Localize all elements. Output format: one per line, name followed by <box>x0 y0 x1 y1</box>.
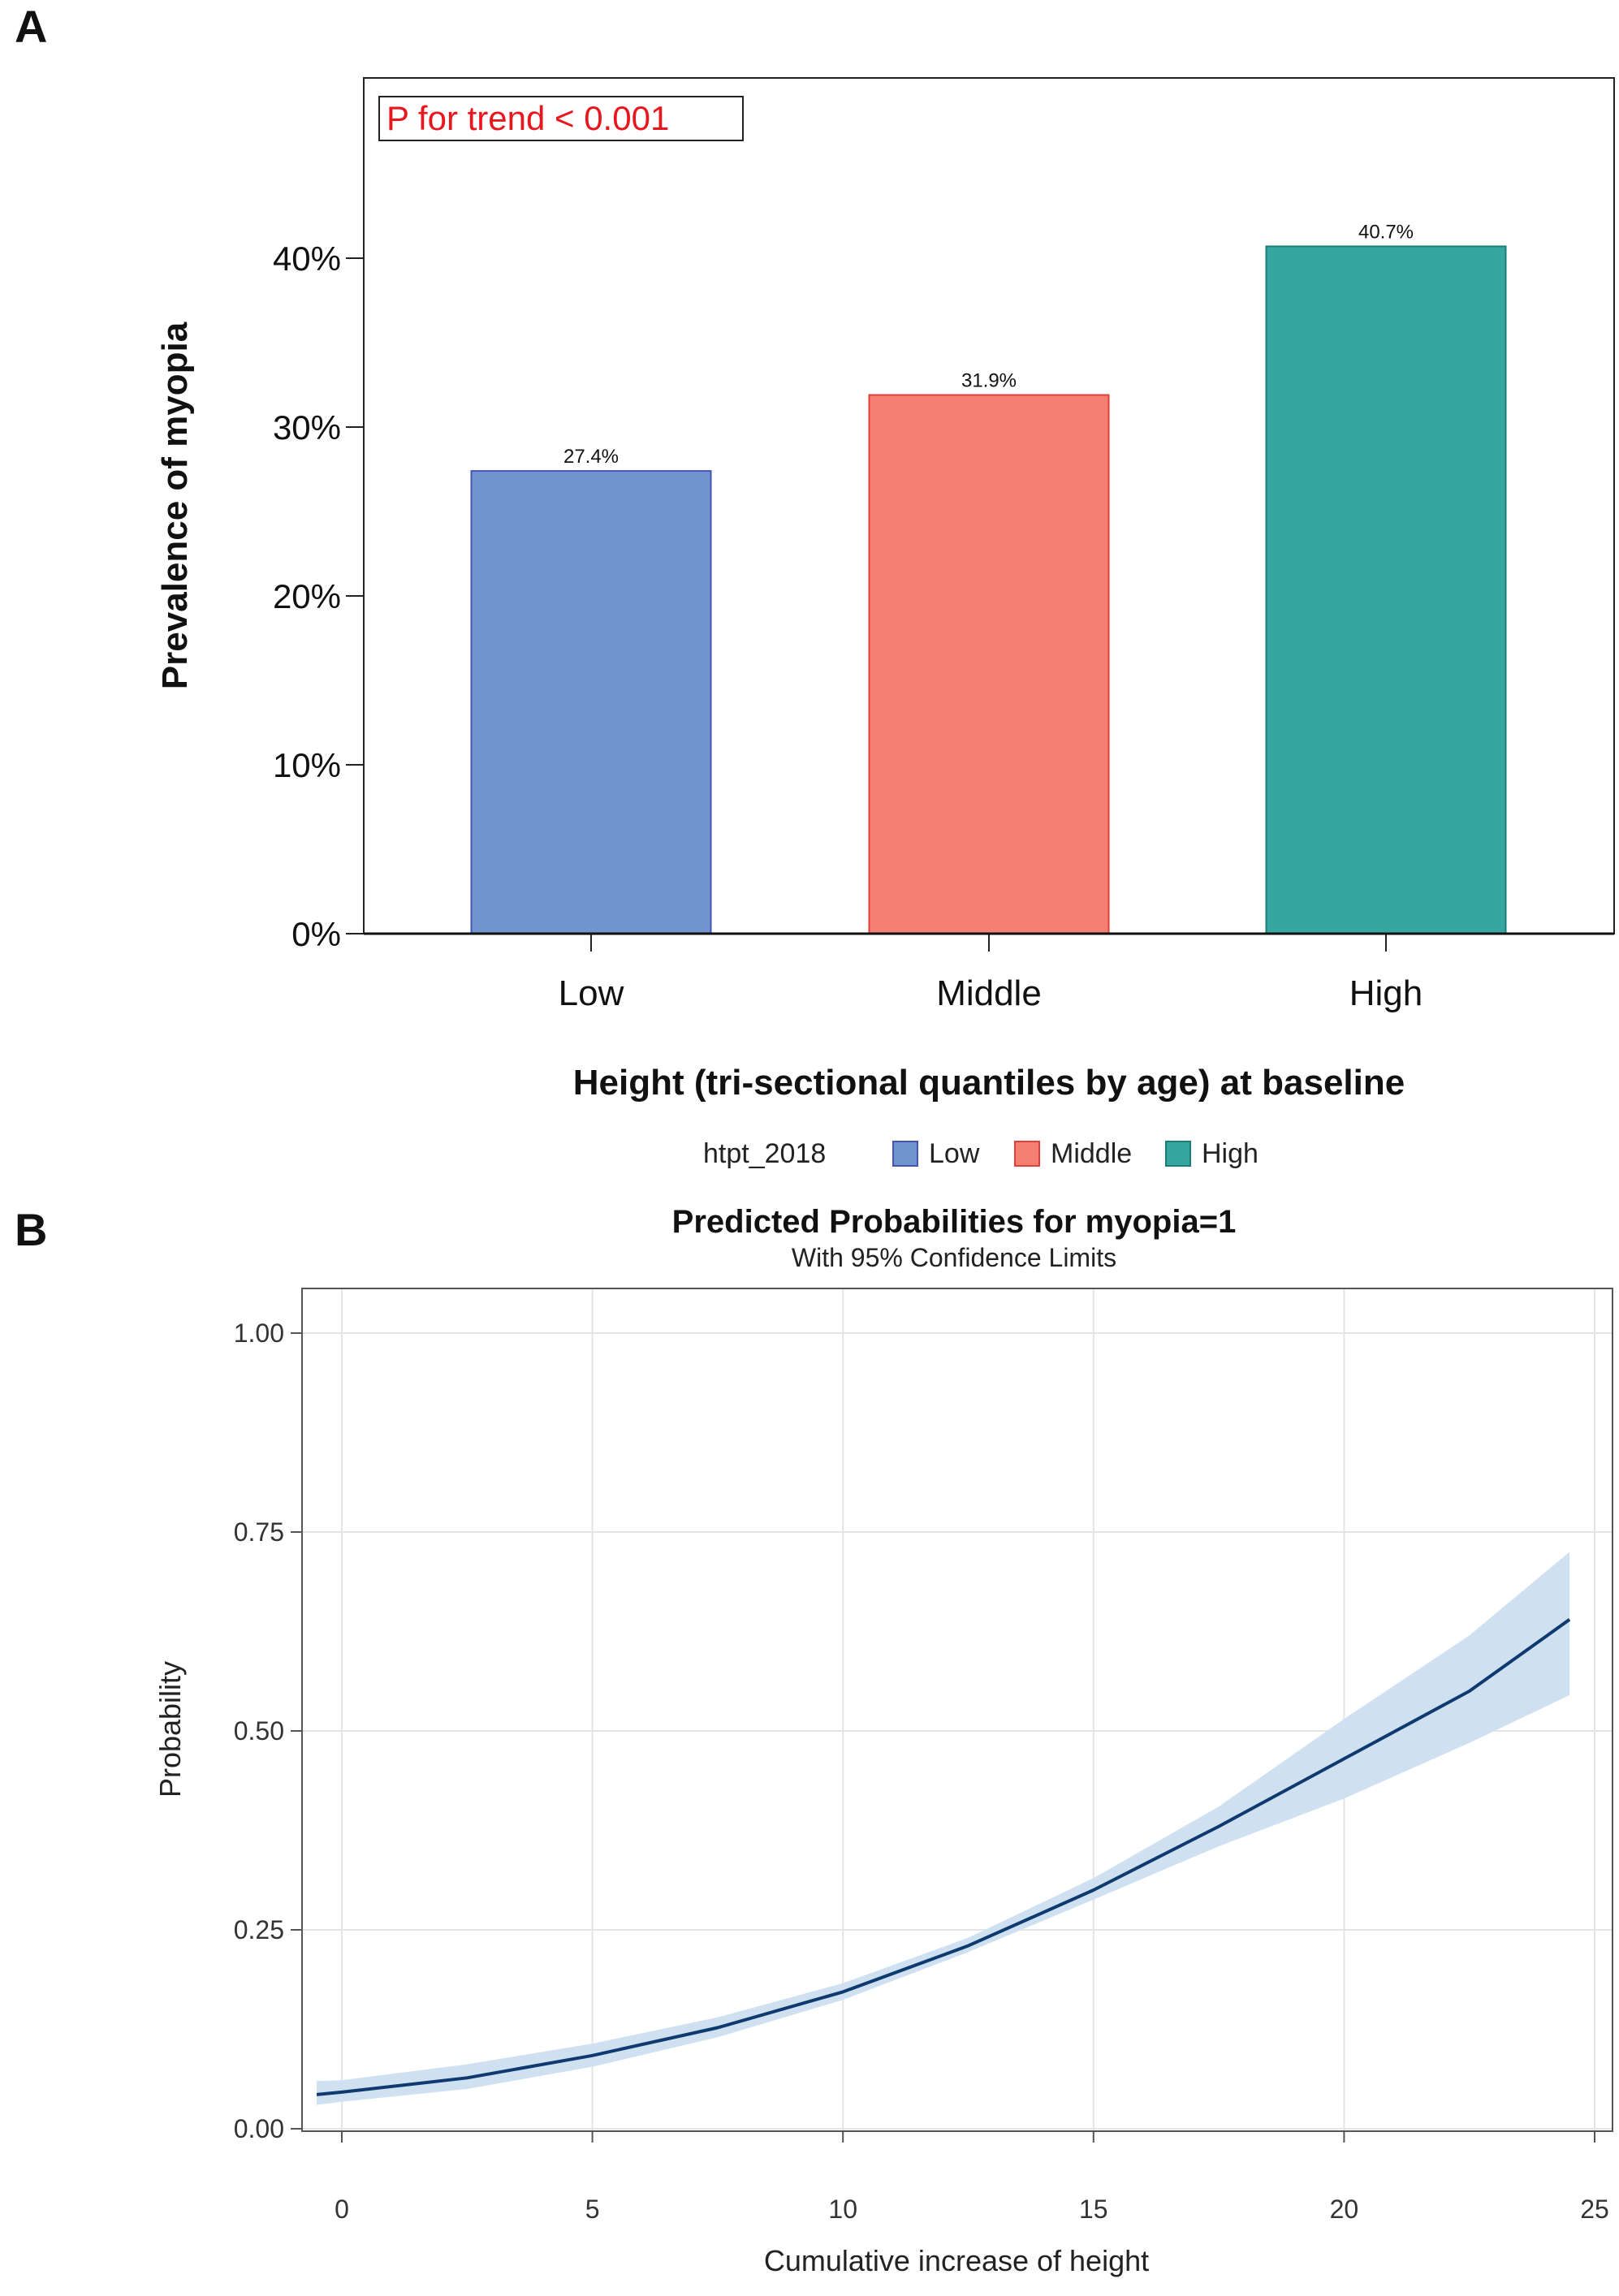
legend-swatch-middle <box>1014 1141 1040 1167</box>
x-tick-label-b: 10 <box>828 2195 857 2224</box>
panel-a: A 0% 10% 20% 30% 40% 27.4% 31.9% 40.7% Low Midd… <box>15 1 1615 1169</box>
x-tick-label-b: 0 <box>335 2195 349 2224</box>
legend-title: htpt_2018 <box>703 1138 826 1169</box>
x-tick-label-b: 15 <box>1079 2195 1108 2224</box>
predicted-probability-line <box>316 1618 1571 2096</box>
y-tick-label-a: 20% <box>273 577 341 615</box>
x-axis-a: Low Middle High <box>559 934 1423 1013</box>
y-axis-b: 0.00 0.25 0.50 0.75 1.00 <box>234 1318 302 2143</box>
panel-label-a: A <box>15 1 47 52</box>
confidence-band <box>317 1552 1570 2105</box>
x-axis-title-b: Cumulative increase of height <box>764 2244 1149 2277</box>
bar-middle <box>868 394 1110 935</box>
x-tick-label-b: 5 <box>585 2195 600 2224</box>
panel-label-b: B <box>15 1204 47 1255</box>
legend-swatch-high <box>1165 1141 1191 1167</box>
legend-label-high: High <box>1202 1138 1259 1169</box>
y-tick-label-b: 0.75 <box>234 1517 284 1547</box>
plot-area-b <box>301 1288 1613 2132</box>
x-tick-label-a: High <box>1349 973 1423 1013</box>
x-tick-label-a: Middle <box>936 973 1042 1013</box>
chart-title-b: Predicted Probabilities for myopia=1 <box>672 1204 1237 1240</box>
y-tick-label-a: 40% <box>273 240 341 278</box>
x-axis-b: 0 5 10 15 20 25 <box>335 2131 1609 2224</box>
y-axis-title-b: Probability <box>153 1661 187 1798</box>
y-tick-label-a: 0% <box>291 915 341 953</box>
y-tick-label-b: 1.00 <box>234 1318 284 1348</box>
trend-annotation: P for trend < 0.001 <box>378 96 744 141</box>
y-axis-a: 0% 10% 20% 30% 40% <box>273 240 364 953</box>
bar-high <box>1265 245 1507 934</box>
y-tick-label-a: 30% <box>273 408 341 447</box>
y-tick-label-b: 0.50 <box>234 1716 284 1746</box>
y-tick-label-b: 0.25 <box>234 1915 284 1944</box>
x-tick-label-a: Low <box>559 973 624 1013</box>
chart-subtitle-b: With 95% Confidence Limits <box>792 1243 1116 1272</box>
y-axis-title-a: Prevalence of myopia <box>155 322 195 689</box>
trend-annotation-text: P for trend < 0.001 <box>386 99 669 137</box>
legend-label-low: Low <box>929 1138 980 1169</box>
bars-a: 27.4% 31.9% 40.7% <box>470 221 1507 935</box>
legend-label-middle: Middle <box>1051 1138 1132 1169</box>
trend-annotation-box <box>378 96 744 141</box>
x-tick-label-b: 25 <box>1580 2195 1609 2224</box>
bar-value-label: 40.7% <box>1358 221 1414 243</box>
panel-b: B Predicted Probabilities for myopia=1 W… <box>15 1204 1613 2277</box>
bar-value-label: 27.4% <box>563 446 619 468</box>
y-tick-label-b: 0.00 <box>234 2114 284 2143</box>
x-tick-label-b: 20 <box>1330 2195 1359 2224</box>
y-tick-label-a: 10% <box>273 746 341 784</box>
x-axis-title-a: Height (tri-sectional quantiles by age) … <box>573 1063 1405 1103</box>
bar-value-label: 31.9% <box>961 369 1017 391</box>
legend-swatch-low <box>892 1141 918 1167</box>
bar-low <box>470 470 712 934</box>
legend-a: htpt_2018 Low Middle High <box>703 1138 1259 1169</box>
